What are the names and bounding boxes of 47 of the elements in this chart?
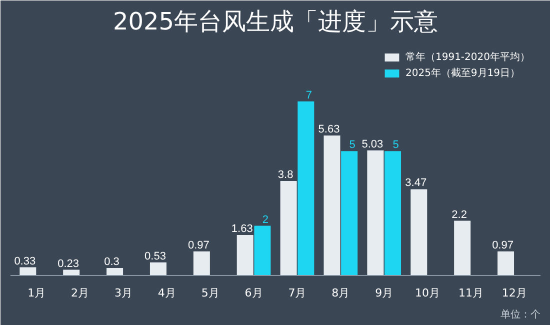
bar [498,251,514,276]
data-label: 0.23 [58,258,80,270]
bar [298,101,314,276]
bar [410,189,428,276]
data-label: 1.63 [231,222,253,235]
data-label: 5 [392,139,399,152]
data-label: 0.97 [492,239,514,252]
x-tick-label: 11月 [458,286,484,300]
bar [367,150,384,276]
x-tick-label: 2月 [71,286,90,300]
bar [193,251,210,276]
bar [280,181,297,276]
x-tick-label: 9月 [375,286,394,300]
x-tick-label: 6月 [244,286,263,300]
x-tick-label: 12月 [502,286,527,300]
bar [324,135,340,276]
text: 单位：个 [500,308,540,320]
data-label: 3.8 [278,169,294,182]
legend-label: 2025年（截至9月19日） [405,66,520,80]
data-label: 7 [306,89,312,102]
data-label: 2.2 [452,208,467,221]
data-label: 3.47 [405,177,427,190]
x-tick-label: 7月 [288,286,306,300]
bar [106,268,124,276]
bar [454,220,471,276]
x-tick-label: 4月 [158,286,176,300]
bar [236,234,254,276]
data-label: 0.53 [144,250,166,262]
x-tick-label: 1月 [28,286,46,300]
data-label: 0.33 [14,255,36,268]
chart-title: 2025年台风生成「进度」示意 [112,8,438,36]
data-label: 5.03 [362,138,384,150]
data-label: 5.63 [318,123,340,136]
bar [384,151,402,276]
bar [254,226,271,276]
bar [341,151,358,276]
legend-label: 常年（1991-2020年平均） [405,50,530,64]
bar [150,262,166,276]
data-label: 0.3 [104,256,120,268]
x-tick-label: 5月 [201,286,220,300]
bar [20,267,36,276]
data-label: 5 [349,139,356,152]
x-tick-label: 8月 [332,286,350,300]
x-tick-label: 3月 [114,286,132,300]
data-label: 2 [262,214,269,226]
data-label: 0.97 [188,239,210,252]
x-tick-label: 10月 [415,286,440,300]
